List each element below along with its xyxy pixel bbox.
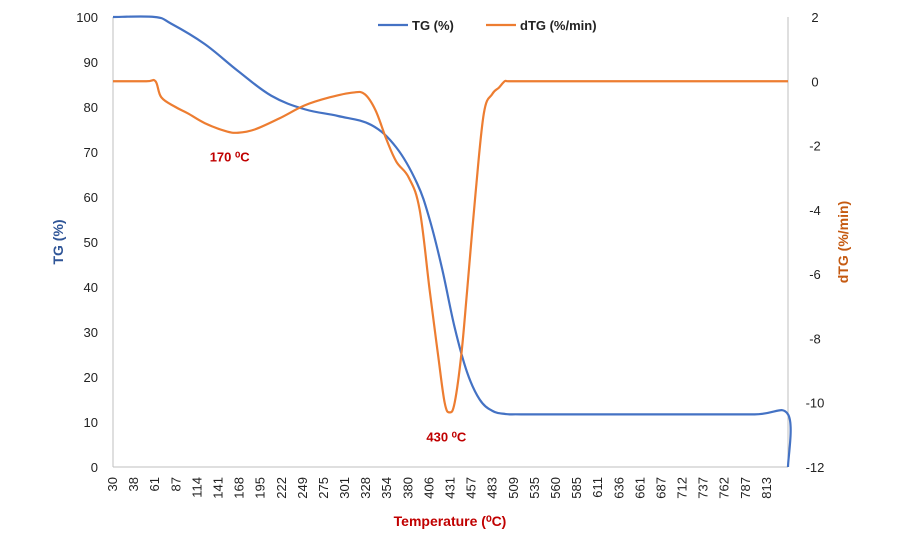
x-tick-label: 38 xyxy=(126,477,141,491)
peak-annotation: 170 ⁰C xyxy=(210,150,251,165)
x-tick-label: 737 xyxy=(696,477,711,499)
legend: TG (%) dTG (%/min) xyxy=(378,18,597,33)
y-axis-right-title: dTG (%/min) xyxy=(835,201,851,283)
y-left-tick-label: 20 xyxy=(84,370,98,385)
x-tick-label: 380 xyxy=(400,477,415,499)
y-left-tick-label: 70 xyxy=(84,145,98,160)
x-tick-label: 249 xyxy=(295,477,310,499)
y-left-tick-label: 50 xyxy=(84,235,98,250)
legend-dtg-label: dTG (%/min) xyxy=(520,18,597,33)
x-tick-label: 636 xyxy=(611,477,626,499)
y-left-tick-label: 100 xyxy=(76,10,98,25)
y-left-tick-label: 0 xyxy=(91,460,98,475)
x-tick-label: 585 xyxy=(569,477,584,499)
x-tick-label: 141 xyxy=(210,477,225,499)
y-axis-right: -12 -10 -8 -6 -4 -2 0 2 xyxy=(806,10,825,475)
x-tick-label: 354 xyxy=(379,477,394,499)
x-axis: 30 38 61 87 114 141 168 195 222 249 275 301 328 354 38… xyxy=(105,477,774,499)
x-tick-label: 30 xyxy=(105,477,120,491)
y-right-tick-label: -8 xyxy=(809,331,821,346)
x-tick-label: 168 xyxy=(232,477,247,499)
annotations-layer: 170 ⁰C 430 ⁰C xyxy=(210,150,467,445)
series-layer xyxy=(112,15,792,468)
x-tick-label: 560 xyxy=(548,477,563,499)
x-tick-label: 275 xyxy=(316,477,331,499)
x-tick-label: 328 xyxy=(358,477,373,499)
x-tick-label: 712 xyxy=(675,477,690,499)
legend-tg-label: TG (%) xyxy=(412,18,454,33)
y-left-tick-label: 30 xyxy=(84,325,98,340)
y-right-tick-label: 2 xyxy=(811,10,818,25)
x-tick-label: 406 xyxy=(421,477,436,499)
x-tick-label: 195 xyxy=(253,477,268,499)
y-right-tick-label: -6 xyxy=(809,267,821,282)
x-axis-title: Temperature (⁰C) xyxy=(394,513,507,529)
dtg-series-line xyxy=(113,78,788,414)
y-left-tick-label: 40 xyxy=(84,280,98,295)
x-tick-label: 87 xyxy=(168,477,183,491)
x-tick-label: 762 xyxy=(717,477,732,499)
peak-annotation: 430 ⁰C xyxy=(426,429,467,444)
x-tick-label: 787 xyxy=(738,477,753,499)
x-tick-label: 661 xyxy=(632,477,647,499)
y-axis-left: 0 10 20 30 40 50 60 70 80 90 100 xyxy=(76,10,98,475)
x-tick-label: 222 xyxy=(274,477,289,499)
y-right-tick-label: -12 xyxy=(806,460,825,475)
x-tick-label: 535 xyxy=(527,477,542,499)
y-axis-left-title: TG (%) xyxy=(50,219,66,264)
x-tick-label: 61 xyxy=(147,477,162,491)
y-right-tick-label: -4 xyxy=(809,203,821,218)
x-tick-label: 687 xyxy=(653,477,668,499)
y-left-tick-label: 80 xyxy=(84,100,98,115)
y-right-tick-label: -2 xyxy=(809,139,821,154)
y-left-tick-label: 60 xyxy=(84,190,98,205)
x-tick-label: 301 xyxy=(337,477,352,499)
y-right-tick-label: -10 xyxy=(806,396,825,411)
y-right-tick-label: 0 xyxy=(811,74,818,89)
plot-area xyxy=(112,17,789,468)
x-tick-label: 813 xyxy=(759,477,774,499)
y-left-tick-label: 10 xyxy=(84,415,98,430)
x-tick-label: 509 xyxy=(506,477,521,499)
tg-series-line xyxy=(112,15,792,468)
x-tick-label: 114 xyxy=(189,477,204,498)
y-left-tick-label: 90 xyxy=(84,55,98,70)
x-tick-label: 611 xyxy=(590,477,605,498)
x-tick-label: 431 xyxy=(443,477,458,499)
x-tick-label: 457 xyxy=(464,477,479,499)
x-tick-label: 483 xyxy=(485,477,500,499)
